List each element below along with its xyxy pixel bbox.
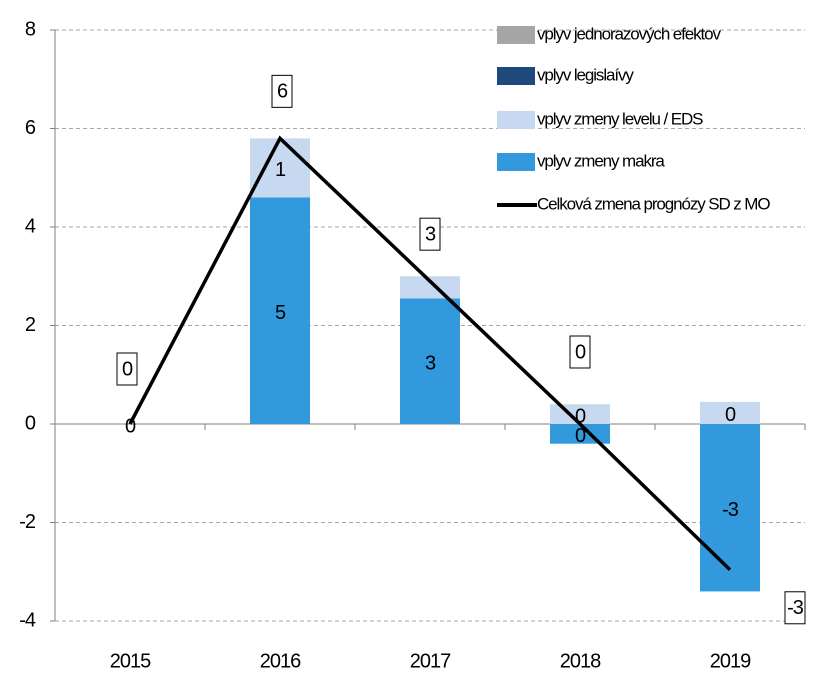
data-label: 0: [575, 341, 586, 363]
y-tick-label: 2: [25, 314, 36, 336]
legend-label: vplyv zmeny makra: [537, 151, 665, 170]
data-label: 0: [125, 415, 136, 437]
x-tick-label: 2019: [710, 650, 751, 672]
y-tick-label: 8: [25, 18, 36, 40]
x-tick-label: 2017: [410, 650, 451, 672]
label-box: [419, 217, 441, 251]
legend-swatch: [497, 26, 535, 44]
bar: [250, 197, 310, 424]
data-label: -3: [722, 499, 739, 521]
x-tick-label: 2018: [560, 650, 601, 672]
legend-swatch: [497, 111, 535, 129]
y-tick-label: -4: [19, 609, 36, 631]
y-tick-label: 0: [25, 412, 36, 434]
bar: [400, 276, 460, 299]
data-label: 5: [275, 302, 286, 324]
data-label: -3: [787, 597, 804, 619]
bar: [700, 424, 760, 592]
label-box: [569, 335, 591, 369]
data-label: 0: [122, 358, 133, 380]
label-box: [784, 591, 806, 625]
y-tick-label: -2: [19, 511, 36, 533]
data-label: 3: [425, 352, 436, 374]
legend-swatch: [497, 153, 535, 171]
legend-swatch: [497, 67, 535, 85]
x-tick-label: 2016: [260, 650, 301, 672]
bar: [700, 401, 760, 424]
line: [128, 135, 732, 572]
data-label: 1: [275, 159, 286, 181]
label-box: [116, 352, 138, 386]
x-tick-label: 2015: [110, 650, 151, 672]
data-label: 6: [277, 81, 288, 103]
y-tick-label: 4: [25, 215, 36, 237]
legend-label: vplyv jednorazových efektov: [537, 24, 722, 43]
bar: [250, 138, 310, 198]
data-label: 3: [425, 223, 436, 245]
data-label: 0: [575, 425, 586, 447]
bar: [400, 298, 460, 424]
y-tick-label: 6: [25, 117, 36, 139]
legend-label: vplyv legislaívy: [537, 65, 634, 84]
label-box: [271, 74, 293, 108]
legend-label: Celková zmena prognózy SD z MO: [537, 194, 770, 213]
data-label: 0: [725, 404, 736, 426]
legend-label: vplyv zmeny levelu / EDS: [537, 109, 703, 128]
